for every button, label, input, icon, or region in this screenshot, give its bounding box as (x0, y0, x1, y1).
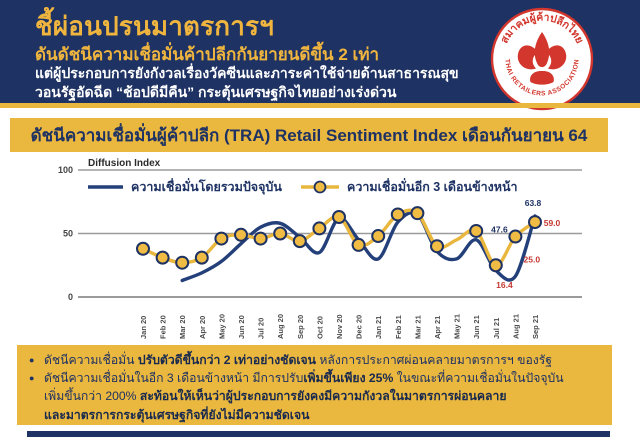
banner-title: ชี้ผ่อนปรนมาตรการฯ (35, 11, 275, 41)
bullet-indent (29, 387, 44, 405)
data-point-Mar-21 (410, 206, 425, 221)
xtick-label-Apr-20: Apr 20 (198, 316, 207, 339)
footer-bar (27, 431, 610, 437)
xtick-label-Jun-21: Jun 21 (472, 315, 481, 339)
ytick-label-50: 50 (63, 229, 73, 239)
section-title-band: ดัชนีความเชื่อมั่นผู้ค้าปลีก (TRA) Retai… (10, 118, 608, 152)
xtick-label-May-20: May 20 (217, 314, 226, 339)
xtick-label-Sep-21: Sep 21 (531, 315, 540, 339)
data-point-Feb-21 (390, 207, 405, 222)
value-label-47.6: 47.6 (491, 225, 508, 235)
bullet-text: เพิ่มขึ้นกว่า 200% สะท้อนให้เห็นว่าผู้ปร… (44, 389, 507, 404)
top-banner: ชี้ผ่อนปรนมาตรการฯ ดันดัชนีความเชื่อมั่น… (0, 0, 640, 111)
xtick-label-Jan-20: Jan 20 (139, 316, 148, 339)
xtick-label-Mar-20: Mar 20 (178, 315, 187, 339)
section-title: ดัชนีความเชื่อมั่นผู้ค้าปลีก (TRA) Retai… (30, 125, 588, 145)
key-findings-box: ● ดัชนีความเชื่อมั่น ปรับตัวดีขึ้นกว่า 2 … (17, 345, 612, 425)
data-point-Aug-20 (273, 226, 288, 241)
bullet-1-line-1: เพิ่มขึ้นกว่า 200% สะท้อนให้เห็นว่าผู้ปร… (29, 387, 600, 405)
ytick-label-100: 100 (58, 165, 73, 175)
xtick-label-Apr-21: Apr 21 (433, 316, 442, 339)
ytick-label-0: 0 (68, 292, 73, 302)
xtick-label-Aug-21: Aug 21 (511, 314, 520, 339)
data-point-May-20 (214, 231, 229, 246)
banner-line-3: แต่ผู้ประกอบการยังกังวลเรื่องวัคซีนและภา… (35, 65, 459, 81)
bullet-text: ดัชนีความเชื่อมั่นในอีก 3 เดือนข้างหน้า … (44, 371, 564, 386)
data-point-Jun-21 (469, 223, 484, 238)
xtick-label-Mar-21: Mar 21 (413, 315, 422, 339)
data-point-Jan-21 (371, 229, 386, 244)
xtick-label-Jan-21: Jan 21 (374, 316, 383, 339)
xtick-label-Jul-21: Jul 21 (492, 318, 501, 339)
data-point-Feb-20 (155, 250, 170, 265)
data-point-Jan-20 (136, 241, 150, 256)
data-point-Sep-20 (292, 234, 307, 249)
xtick-label-Jul-20: Jul 20 (257, 318, 266, 339)
value-label-59.0: 59.0 (544, 218, 561, 228)
xtick-label-Sep-20: Sep 20 (296, 315, 305, 339)
xtick-label-Feb-21: Feb 21 (394, 315, 403, 339)
xtick-label-Nov-20: Nov 20 (335, 314, 344, 339)
data-point-Aug-21 (508, 229, 523, 244)
value-label-63.8: 63.8 (525, 198, 542, 208)
banner-line-4: วอนรัฐอัดฉีด “ช้อปดีมีคืน” กระตุ้นเศรษฐก… (35, 84, 397, 100)
bullet-dot-icon: ● (29, 373, 35, 384)
data-point-Apr-21 (430, 239, 444, 254)
bullet-0-line-0: ● ดัชนีความเชื่อมั่น ปรับตัวดีขึ้นกว่า 2 … (29, 351, 600, 369)
data-point-Oct-20 (312, 221, 327, 236)
xtick-label-May-21: May 21 (453, 314, 462, 339)
value-label-16.4: 16.4 (496, 280, 513, 290)
xtick-label-Feb-20: Feb 20 (159, 315, 168, 339)
xtick-label-Oct-20: Oct 20 (315, 316, 324, 339)
chart-canvas: 0 50 100 Diffusion Index ความเชื่อมั่นโดยรวม… (58, 158, 582, 339)
value-label-25.0: 25.0 (524, 254, 541, 264)
data-point-Jun-20 (234, 227, 248, 242)
legend-label-1: ความเชื่อมั่นอีก 3 เดือนข้างหน้า (347, 178, 518, 194)
bullet-text: และมาตรการกระตุ้นเศรษฐกิจที่ยังไม่มีความ… (44, 407, 310, 422)
data-point-Dec-20 (351, 237, 366, 252)
bullet-1-line-0: ● ดัชนีความเชื่อมั่นในอีก 3 เดือนข้างหน้า… (29, 369, 600, 387)
data-point-Nov-20 (332, 209, 346, 224)
data-point-Jul-21 (488, 258, 503, 273)
legend-marker-1 (313, 180, 327, 194)
chart-axis-title: Diffusion Index (88, 158, 161, 169)
bullet-dot-icon: ● (29, 355, 35, 365)
xtick-label-Dec-20: Dec 20 (355, 315, 364, 339)
banner-subtitle: ดันดัชนีความเชื่อมั่นค้าปลีกกันยายนดีขึ้… (35, 45, 380, 64)
logo-flower-icon (517, 32, 567, 85)
data-point-Jul-20 (253, 231, 268, 246)
bullet-text: ดัชนีความเชื่อมั่น ปรับตัวดีขึ้นกว่า 2 เ… (44, 353, 553, 367)
data-point-Sep-21 (528, 215, 542, 230)
gold-divider-line (0, 103, 640, 108)
data-point-Mar-20 (175, 255, 190, 270)
xtick-label-Jun-20: Jun 20 (237, 315, 246, 339)
bullet-1-line-2: และมาตรการกระตุ้นเศรษฐกิจที่ยังไม่มีความ… (29, 406, 600, 424)
thai-retailers-association-logo: สมาคมผู้ค้าปลีกไทย THAI RETAILERS ASSOCI… (490, 7, 594, 111)
legend-label-0: ความเชื่อมั่นโดยรวมปัจจุบัน (131, 178, 282, 195)
data-point-Apr-20 (194, 250, 209, 265)
sentiment-line-chart: 0 50 100 Diffusion Index ความเชื่อมั่นโดยรวม… (0, 150, 640, 346)
bullet-indent (29, 406, 44, 424)
xtick-label-Aug-20: Aug 20 (276, 314, 285, 339)
